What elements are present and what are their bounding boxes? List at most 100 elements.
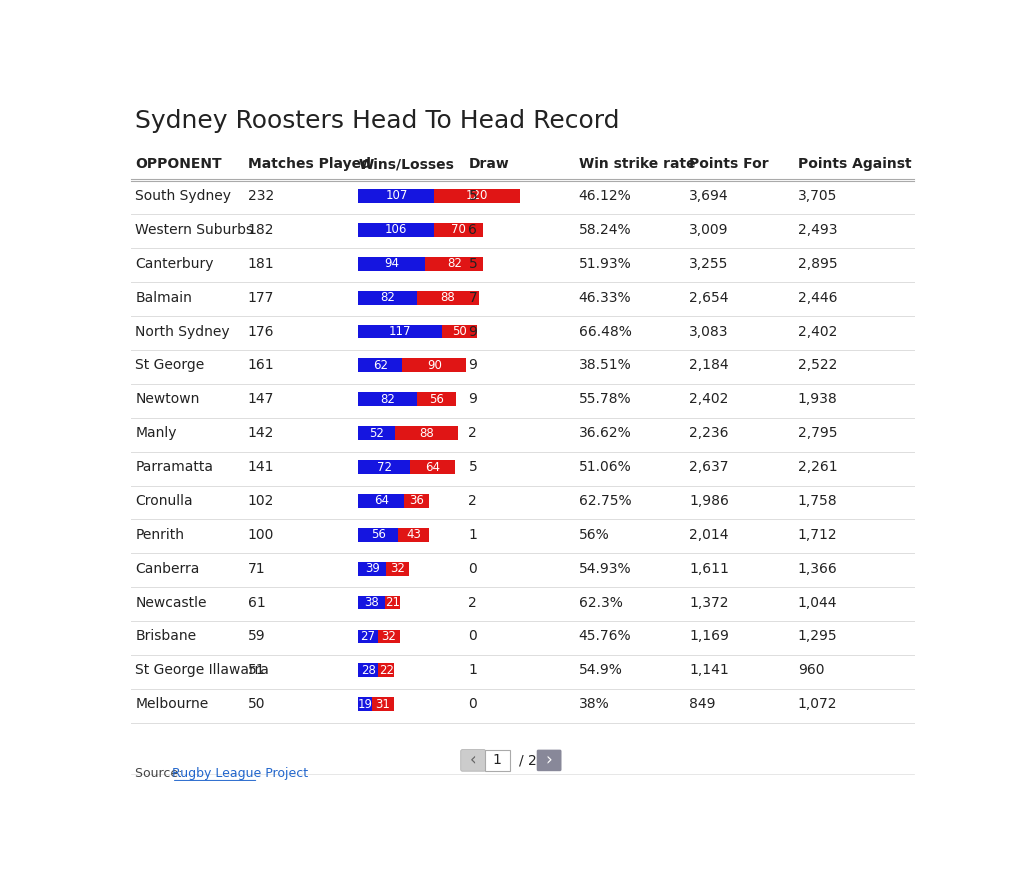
Text: 62.75%: 62.75%	[578, 494, 631, 508]
Text: 2,446: 2,446	[797, 291, 837, 305]
Text: 2,654: 2,654	[689, 291, 729, 305]
Text: 59: 59	[248, 629, 265, 644]
Text: 3,009: 3,009	[689, 223, 729, 236]
Text: Rugby League Project: Rugby League Project	[171, 767, 308, 781]
Text: 2: 2	[468, 494, 477, 508]
Text: ‹: ‹	[470, 751, 476, 769]
Text: / 2: / 2	[519, 753, 536, 767]
Text: Newtown: Newtown	[136, 392, 200, 406]
Text: 36.62%: 36.62%	[578, 426, 631, 440]
Text: 1,611: 1,611	[689, 562, 729, 576]
Bar	[358, 494, 404, 508]
Text: 72: 72	[376, 461, 391, 474]
Bar	[358, 392, 417, 406]
Text: 82: 82	[446, 257, 462, 270]
Text: Parramatta: Parramatta	[136, 460, 213, 474]
Text: 27: 27	[360, 630, 375, 643]
Bar	[386, 562, 409, 575]
Bar	[433, 223, 483, 236]
FancyBboxPatch shape	[484, 749, 510, 771]
Bar	[358, 223, 433, 236]
Text: Wins/Losses: Wins/Losses	[358, 157, 453, 172]
Text: 1,169: 1,169	[689, 629, 729, 644]
Text: 46.33%: 46.33%	[578, 291, 631, 305]
Bar	[404, 494, 429, 508]
Text: Melbourne: Melbourne	[136, 697, 208, 711]
Text: 5: 5	[468, 460, 477, 474]
Text: 66.48%: 66.48%	[578, 324, 631, 339]
Text: Points Against: Points Against	[797, 157, 911, 172]
Text: 2,261: 2,261	[797, 460, 837, 474]
Bar	[417, 392, 457, 406]
Bar	[358, 528, 397, 541]
Bar	[358, 257, 425, 270]
Text: 1,758: 1,758	[797, 494, 837, 508]
Text: 51: 51	[248, 663, 265, 677]
Text: 31: 31	[375, 698, 390, 710]
Text: 82: 82	[380, 393, 394, 405]
Text: 1,295: 1,295	[797, 629, 837, 644]
Text: Source:: Source:	[136, 767, 186, 781]
Text: 64: 64	[373, 494, 388, 508]
Text: 1: 1	[468, 663, 477, 677]
Text: 1,938: 1,938	[797, 392, 837, 406]
Text: North Sydney: North Sydney	[136, 324, 229, 339]
Text: 232: 232	[248, 189, 274, 203]
Text: 94: 94	[384, 257, 399, 270]
Bar	[358, 697, 372, 711]
Text: 50: 50	[248, 697, 265, 711]
Text: 32: 32	[381, 630, 396, 643]
Text: St George Illawarra: St George Illawarra	[136, 663, 269, 677]
Text: 1: 1	[468, 528, 477, 541]
Text: 107: 107	[385, 189, 408, 203]
Bar	[358, 562, 386, 575]
Text: 9: 9	[468, 324, 477, 339]
Text: 9: 9	[468, 392, 477, 406]
Text: 0: 0	[468, 562, 477, 576]
Text: ›: ›	[545, 751, 552, 769]
Text: Draw: Draw	[468, 157, 508, 172]
Text: 55.78%: 55.78%	[578, 392, 631, 406]
Text: 176: 176	[248, 324, 274, 339]
Text: 849: 849	[689, 697, 715, 711]
Text: 2,184: 2,184	[689, 358, 729, 372]
Text: 88: 88	[440, 291, 454, 304]
Text: 2: 2	[468, 426, 477, 440]
Text: OPPONENT: OPPONENT	[136, 157, 222, 172]
Text: Points For: Points For	[689, 157, 768, 172]
Text: 3,255: 3,255	[689, 257, 728, 271]
Text: 1: 1	[492, 753, 501, 767]
Bar	[425, 257, 483, 270]
Text: Win strike rate: Win strike rate	[578, 157, 695, 172]
Bar	[358, 189, 434, 203]
Text: Canterbury: Canterbury	[136, 257, 214, 271]
Text: 2,402: 2,402	[689, 392, 728, 406]
Bar	[358, 291, 417, 305]
Text: 36: 36	[409, 494, 424, 508]
Text: Sydney Roosters Head To Head Record: Sydney Roosters Head To Head Record	[136, 108, 620, 132]
Text: 181: 181	[248, 257, 274, 271]
Bar	[403, 358, 466, 372]
Bar	[397, 528, 428, 541]
Text: 32: 32	[389, 562, 405, 575]
Text: 61: 61	[248, 596, 265, 610]
Text: 2,236: 2,236	[689, 426, 729, 440]
Text: 1,366: 1,366	[797, 562, 837, 576]
Text: 120: 120	[466, 189, 488, 203]
Bar	[358, 629, 377, 644]
Text: 5: 5	[468, 257, 477, 271]
Bar	[417, 291, 479, 305]
Text: 2,795: 2,795	[797, 426, 837, 440]
Text: 71: 71	[248, 562, 265, 576]
Text: 960: 960	[797, 663, 823, 677]
Text: 0: 0	[468, 697, 477, 711]
Text: 147: 147	[248, 392, 274, 406]
Bar	[441, 324, 477, 339]
Text: 56: 56	[371, 528, 385, 541]
Bar	[434, 189, 520, 203]
Text: 82: 82	[380, 291, 394, 304]
Text: 54.9%: 54.9%	[578, 663, 622, 677]
Text: Manly: Manly	[136, 426, 176, 440]
Text: 117: 117	[388, 325, 411, 338]
Text: 100: 100	[248, 528, 274, 541]
